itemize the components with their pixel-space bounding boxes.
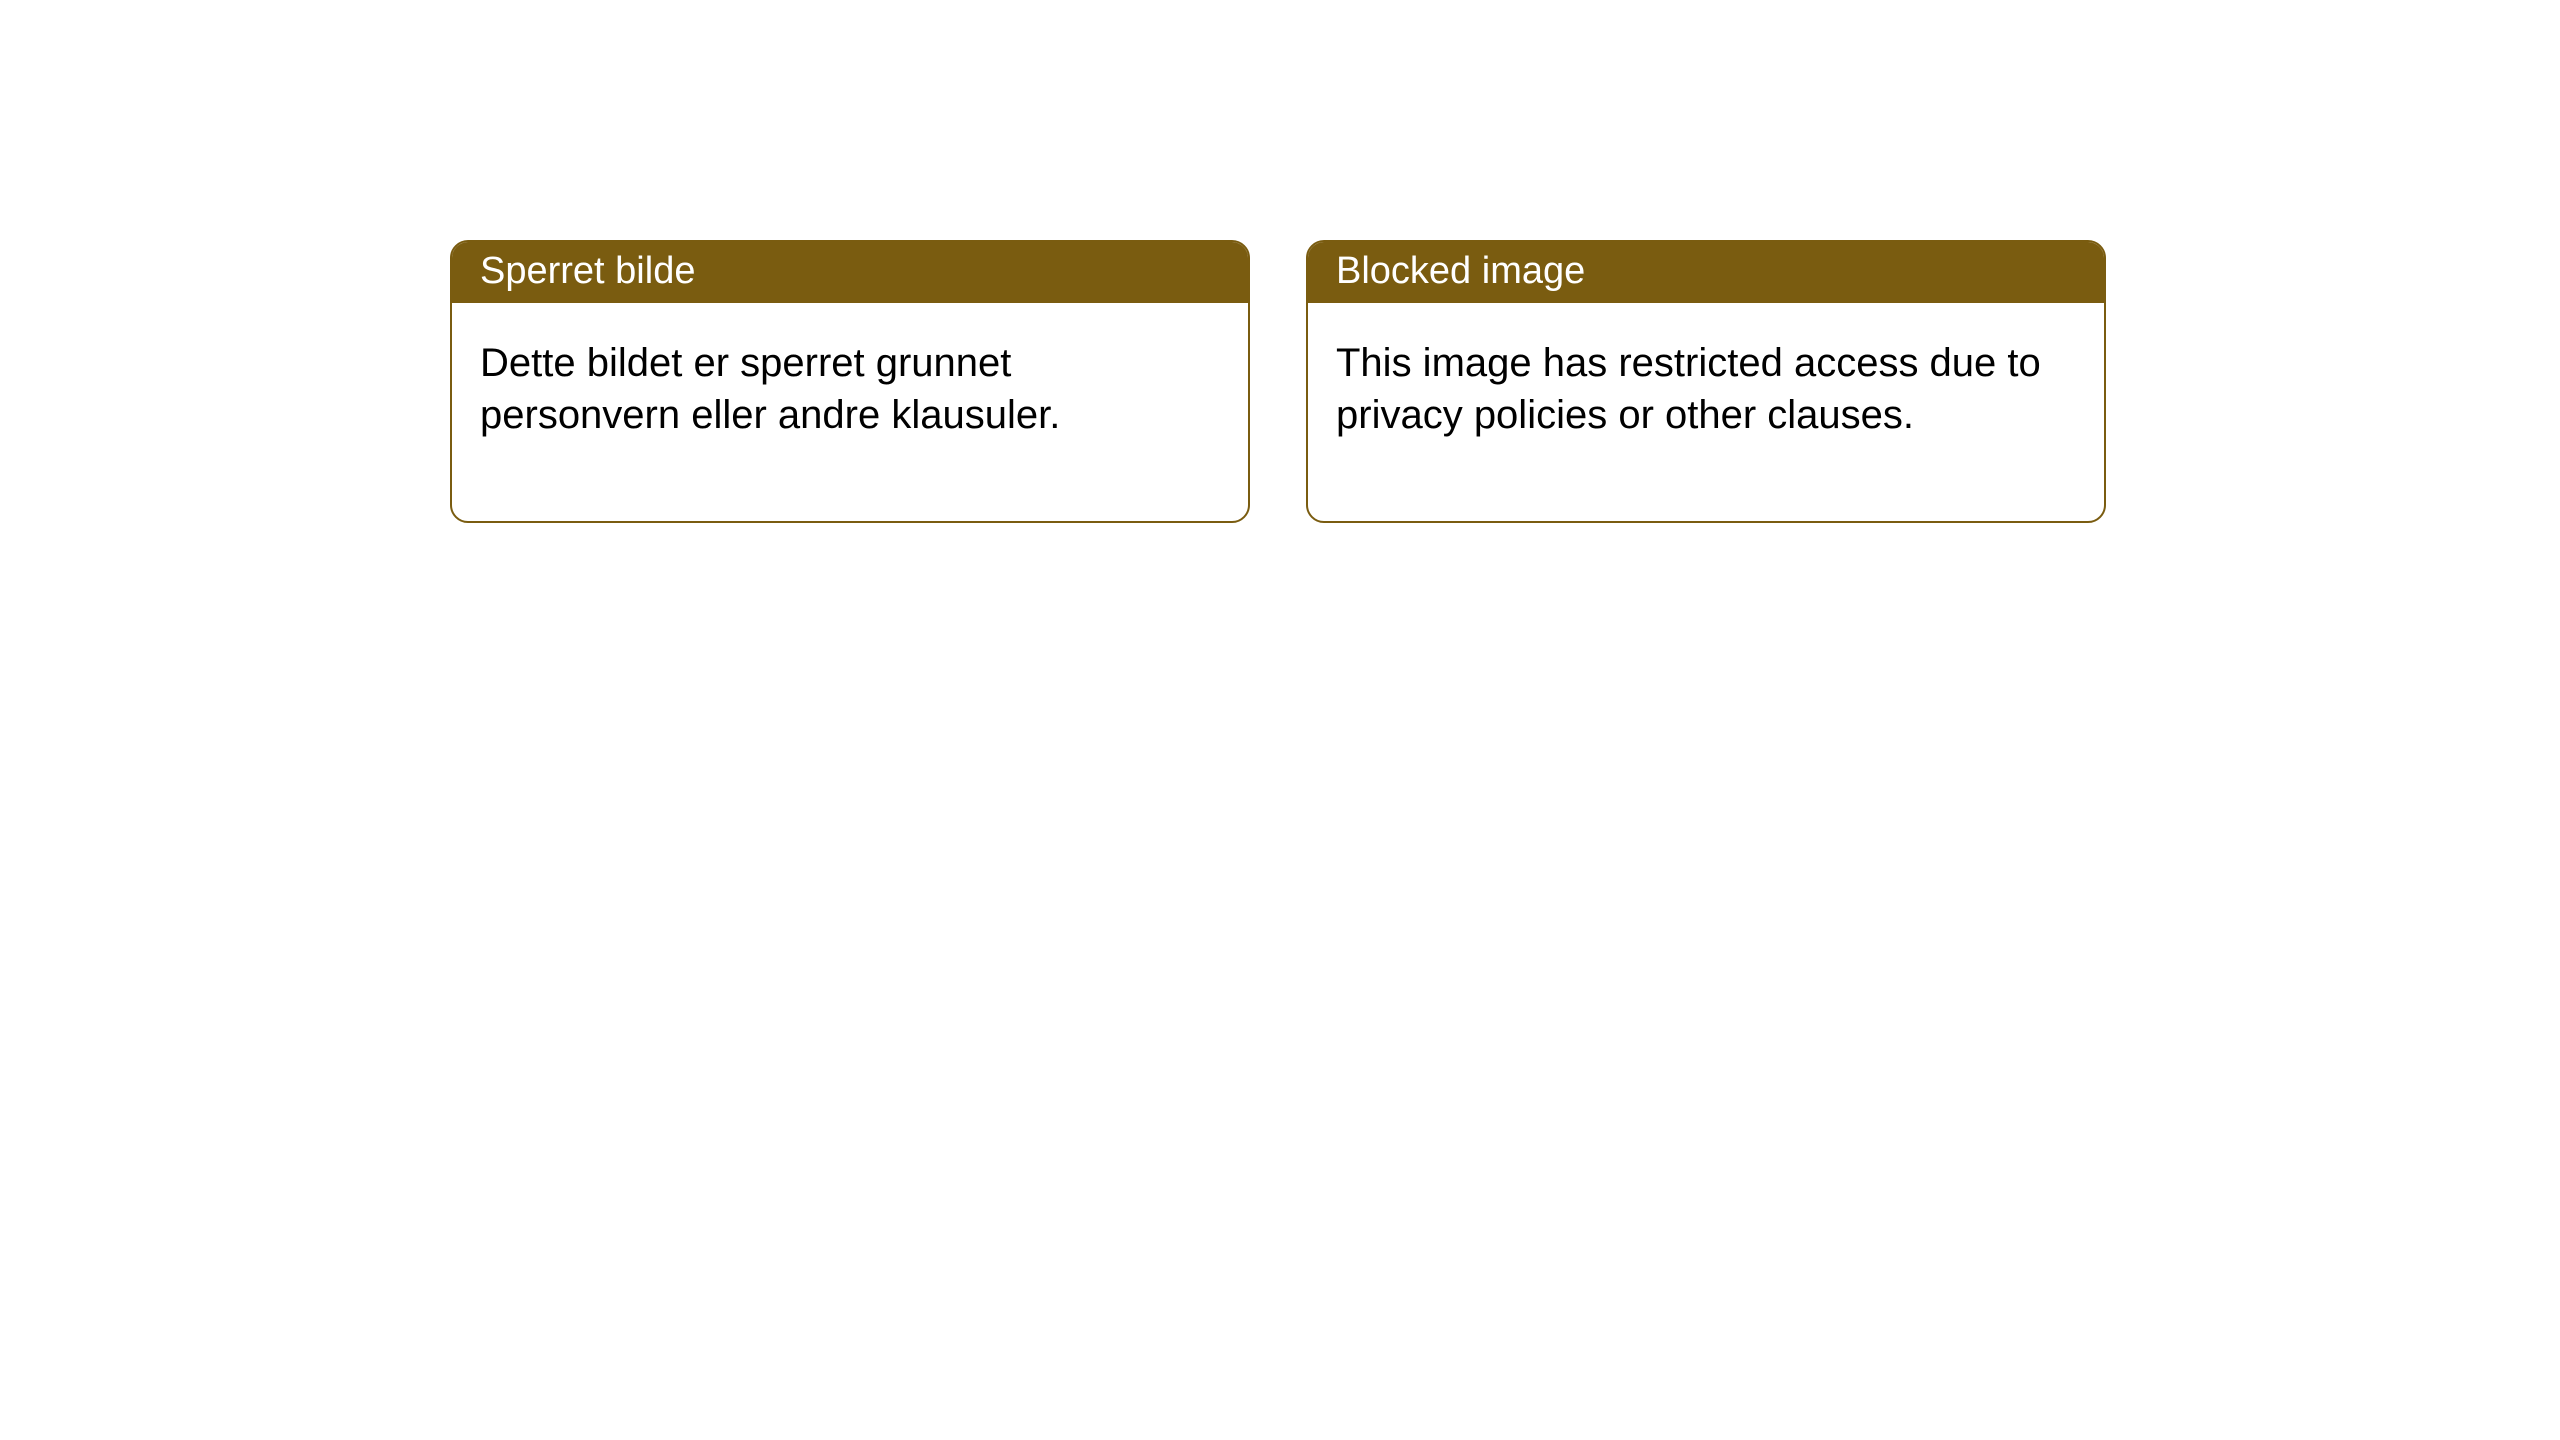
notice-card-english: Blocked image This image has restricted … xyxy=(1306,240,2106,523)
notice-header: Blocked image xyxy=(1308,242,2104,303)
notice-body: This image has restricted access due to … xyxy=(1308,303,2104,521)
notice-header: Sperret bilde xyxy=(452,242,1248,303)
notice-body: Dette bildet er sperret grunnet personve… xyxy=(452,303,1248,521)
notice-container: Sperret bilde Dette bildet er sperret gr… xyxy=(0,0,2560,523)
notice-card-norwegian: Sperret bilde Dette bildet er sperret gr… xyxy=(450,240,1250,523)
